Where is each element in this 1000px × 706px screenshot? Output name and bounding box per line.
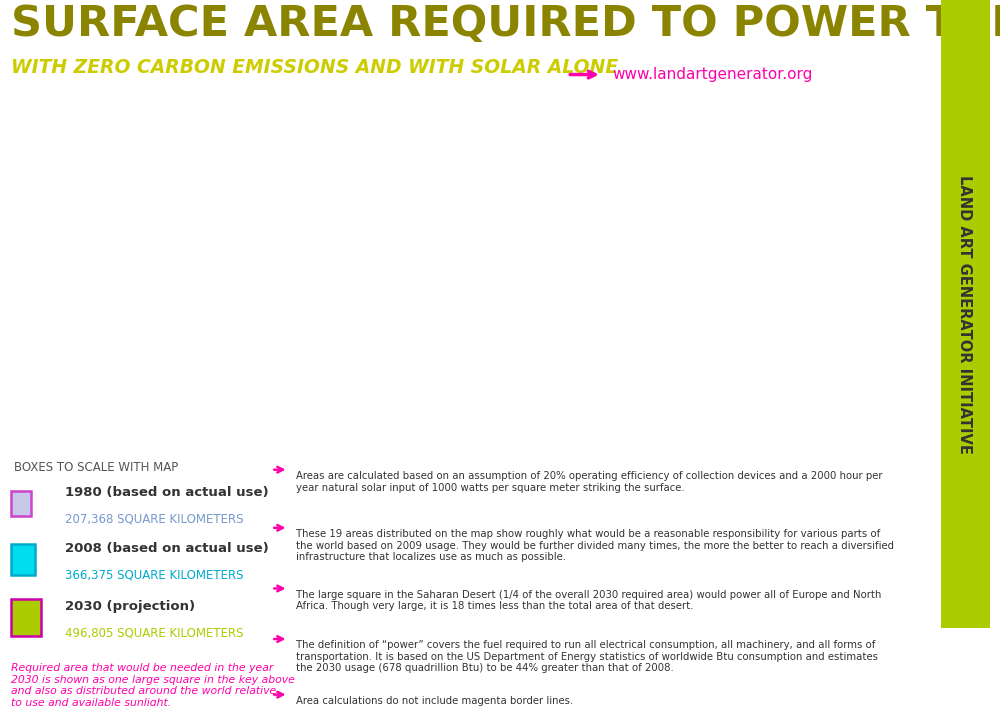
Text: The definition of “power” covers the fuel required to run all electrical consump: The definition of “power” covers the fue…: [296, 640, 878, 674]
Text: BOXES TO SCALE WITH MAP: BOXES TO SCALE WITH MAP: [14, 461, 178, 474]
Text: SURFACE AREA REQUIRED TO POWER THE WORLD: SURFACE AREA REQUIRED TO POWER THE WORLD: [11, 3, 1000, 44]
Text: Required area that would be needed in the year
2030 is shown as one large square: Required area that would be needed in th…: [11, 663, 295, 706]
Text: www.landartgenerator.org: www.landartgenerator.org: [612, 67, 812, 82]
Text: The large square in the Saharan Desert (1/4 of the overall 2030 required area) w: The large square in the Saharan Desert (…: [296, 590, 882, 611]
Text: 2008 (based on actual use): 2008 (based on actual use): [65, 542, 269, 554]
Text: Area calculations do not include magenta border lines.: Area calculations do not include magenta…: [296, 696, 574, 706]
Text: WITH ZERO CARBON EMISSIONS AND WITH SOLAR ALONE: WITH ZERO CARBON EMISSIONS AND WITH SOLA…: [11, 58, 618, 77]
Bar: [11, 544, 35, 575]
Text: Areas are calculated based on an assumption of 20% operating efficiency of colle: Areas are calculated based on an assumpt…: [296, 471, 883, 493]
Bar: [11, 491, 31, 517]
Text: These 19 areas distributed on the map show roughly what would be a reasonable re: These 19 areas distributed on the map sh…: [296, 529, 894, 562]
Text: LAND ART GENERATOR INITIATIVE: LAND ART GENERATOR INITIATIVE: [958, 174, 972, 454]
Text: 2030 (projection): 2030 (projection): [65, 599, 195, 613]
Text: 1980 (based on actual use): 1980 (based on actual use): [65, 486, 268, 499]
Text: 496,805 SQUARE KILOMETERS: 496,805 SQUARE KILOMETERS: [65, 626, 243, 639]
Bar: [11, 599, 41, 637]
Text: 207,368 SQUARE KILOMETERS: 207,368 SQUARE KILOMETERS: [65, 513, 243, 525]
Text: 366,375 SQUARE KILOMETERS: 366,375 SQUARE KILOMETERS: [65, 568, 243, 581]
Bar: [940, 0, 990, 628]
